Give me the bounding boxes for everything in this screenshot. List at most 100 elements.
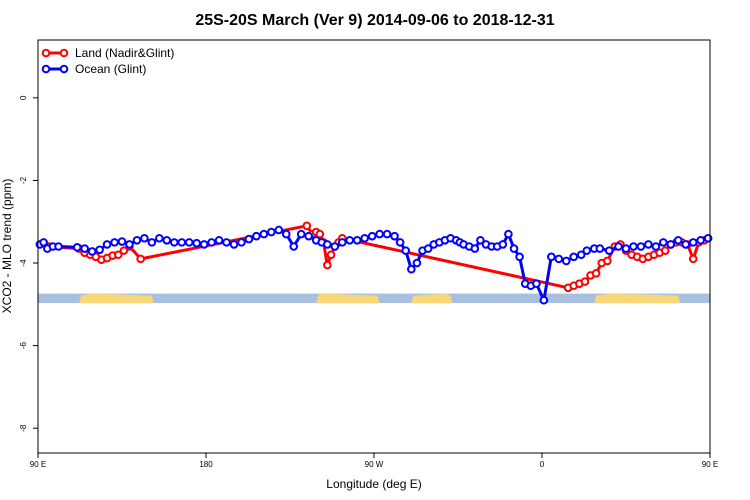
data-point-ocean bbox=[515, 252, 524, 262]
land-mass-1 bbox=[79, 293, 154, 304]
data-point-ocean bbox=[636, 242, 646, 251]
data-point-ocean bbox=[390, 231, 399, 241]
data-point-land bbox=[315, 229, 325, 239]
data-point-ocean bbox=[407, 264, 416, 274]
data-point-ocean bbox=[125, 240, 134, 249]
data-point-land bbox=[326, 250, 336, 260]
data-point-ocean bbox=[595, 244, 605, 253]
data-point-ocean bbox=[192, 238, 201, 248]
data-point-ocean bbox=[177, 238, 187, 247]
series-layer bbox=[35, 221, 713, 305]
series-ocean bbox=[35, 225, 713, 305]
data-point-ocean bbox=[162, 236, 172, 245]
data-point-ocean bbox=[304, 231, 313, 241]
data-point-ocean bbox=[274, 225, 284, 235]
y-axis-label: XCO2 - MLO trend (ppm) bbox=[0, 179, 14, 314]
data-point-ocean bbox=[117, 237, 127, 246]
data-point-ocean bbox=[582, 246, 592, 255]
data-point-ocean bbox=[423, 244, 433, 253]
data-point-ocean bbox=[644, 240, 653, 249]
chart-title: 25S-20S March (Ver 9) 2014-09-06 to 2018… bbox=[195, 12, 554, 29]
plot-frame bbox=[37, 39, 711, 454]
legend-label-land: Land (Nadir&Glint) bbox=[75, 46, 174, 60]
data-point-ocean bbox=[352, 236, 362, 245]
data-point-ocean bbox=[39, 238, 48, 247]
data-point-ocean bbox=[140, 233, 149, 243]
legend-marker-land bbox=[59, 48, 69, 58]
data-point-ocean bbox=[412, 258, 422, 268]
data-point-ocean bbox=[259, 229, 269, 239]
data-point-ocean bbox=[539, 295, 549, 305]
data-point-ocean bbox=[629, 242, 638, 251]
data-point-ocean bbox=[476, 236, 485, 245]
data-point-ocean bbox=[401, 246, 411, 255]
data-point-ocean bbox=[222, 238, 231, 247]
data-point-ocean bbox=[147, 238, 157, 247]
data-point-ocean bbox=[237, 238, 246, 247]
data-point-ocean bbox=[95, 245, 104, 255]
data-point-land bbox=[302, 221, 312, 231]
y-axis: 0 -2 -4 -6 -8 bbox=[19, 95, 38, 432]
data-point-ocean bbox=[554, 254, 564, 264]
data-point-ocean bbox=[360, 233, 369, 243]
data-point-ocean bbox=[281, 229, 291, 239]
data-point-ocean bbox=[470, 244, 480, 253]
data-point-land bbox=[119, 246, 129, 255]
data-point-ocean bbox=[382, 229, 392, 239]
data-point-ocean bbox=[659, 238, 668, 247]
data-point-ocean bbox=[80, 244, 89, 253]
x-tick-label: 90 E bbox=[702, 460, 718, 469]
data-point-ocean bbox=[54, 242, 63, 251]
data-point-ocean bbox=[132, 236, 142, 245]
x-axis-label: Longitude (deg E) bbox=[326, 477, 421, 491]
data-point-ocean bbox=[330, 242, 340, 251]
data-point-ocean bbox=[184, 238, 194, 247]
data-point-ocean bbox=[155, 233, 164, 243]
data-point-ocean bbox=[651, 242, 661, 251]
data-point-ocean bbox=[289, 242, 299, 251]
data-point-ocean bbox=[504, 229, 513, 239]
data-point-ocean bbox=[296, 229, 306, 239]
data-point-ocean bbox=[323, 240, 332, 249]
data-point-ocean bbox=[345, 236, 355, 245]
data-point-ocean bbox=[696, 236, 705, 245]
data-point-ocean bbox=[199, 240, 209, 249]
data-point-ocean bbox=[87, 247, 97, 256]
legend-marker-ocean bbox=[41, 64, 51, 74]
data-point-ocean bbox=[681, 240, 691, 249]
y-tick-label: 0 bbox=[19, 95, 28, 100]
data-point-ocean bbox=[614, 242, 623, 251]
data-point-ocean bbox=[576, 250, 586, 260]
legend-marker-ocean bbox=[59, 64, 69, 74]
y-tick-label: -4 bbox=[19, 259, 28, 267]
x-tick-label: 90 W bbox=[365, 460, 384, 469]
data-point-ocean bbox=[72, 243, 82, 252]
data-point-ocean bbox=[267, 227, 276, 237]
landmask-strip bbox=[38, 293, 710, 304]
data-point-ocean bbox=[244, 234, 254, 244]
data-point-ocean bbox=[207, 238, 216, 247]
data-point-ocean bbox=[375, 229, 384, 239]
data-point-land bbox=[323, 260, 332, 270]
y-tick-label: -6 bbox=[19, 342, 28, 350]
data-point-land bbox=[113, 250, 123, 260]
data-point-ocean bbox=[229, 240, 239, 249]
data-point-land bbox=[580, 277, 590, 286]
data-point-land bbox=[603, 256, 612, 266]
data-point-ocean bbox=[102, 240, 112, 249]
legend-label-ocean: Ocean (Glint) bbox=[75, 62, 146, 76]
data-point-land bbox=[591, 269, 601, 278]
data-point-land bbox=[688, 254, 698, 264]
data-point-ocean bbox=[252, 231, 261, 241]
data-point-ocean bbox=[509, 244, 519, 253]
x-tick-label: 180 bbox=[199, 460, 213, 469]
data-point-ocean bbox=[498, 240, 508, 249]
data-point-ocean bbox=[214, 236, 224, 245]
data-point-ocean bbox=[337, 238, 347, 247]
y-tick-label: -8 bbox=[19, 424, 28, 432]
data-point-ocean bbox=[547, 252, 556, 262]
data-point-ocean bbox=[673, 236, 683, 245]
data-point-ocean bbox=[169, 238, 179, 247]
y-tick-label: -2 bbox=[19, 176, 28, 184]
